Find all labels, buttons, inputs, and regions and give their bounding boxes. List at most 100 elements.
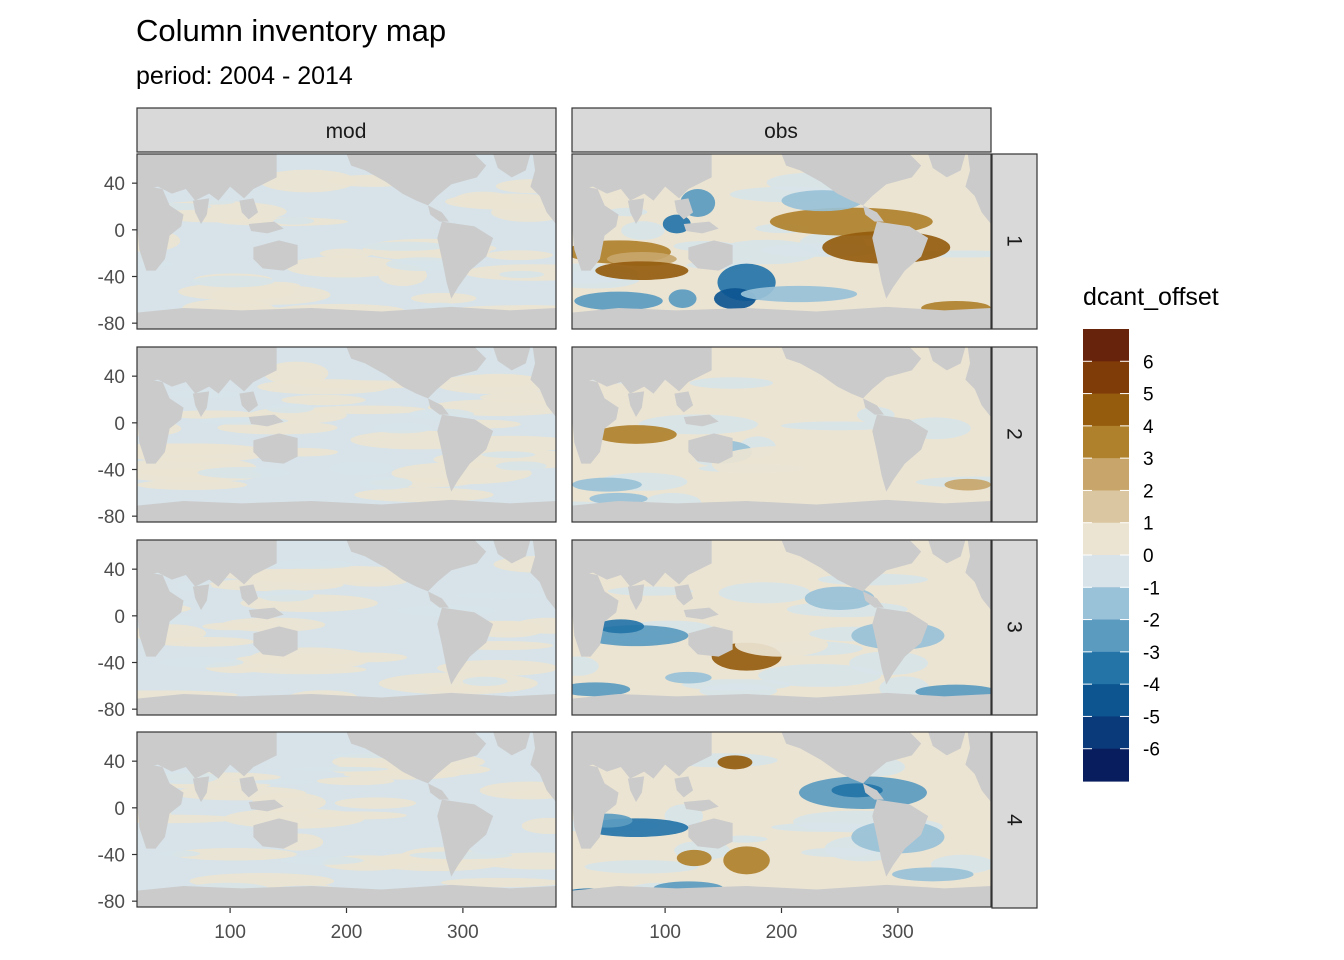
value-region bbox=[316, 776, 395, 786]
value-region bbox=[521, 817, 556, 834]
facet-row-strip-1: 1 bbox=[991, 153, 1038, 330]
chart-subtitle: period: 2004 - 2014 bbox=[136, 62, 353, 90]
legend-color-12 bbox=[1083, 716, 1129, 750]
value-region bbox=[621, 221, 665, 240]
value-region bbox=[159, 656, 244, 668]
legend-label: -4 bbox=[1143, 675, 1160, 696]
value-region bbox=[595, 425, 677, 444]
facet-row-label-3: 3 bbox=[1003, 621, 1026, 633]
legend-color-5 bbox=[1083, 490, 1129, 524]
value-region bbox=[197, 466, 291, 479]
legend-color-7 bbox=[1083, 555, 1129, 588]
facet-row-label-4: 4 bbox=[1003, 814, 1026, 826]
value-region bbox=[360, 241, 448, 251]
value-region bbox=[303, 811, 407, 820]
value-region bbox=[804, 586, 875, 610]
value-region bbox=[481, 451, 536, 459]
chart-title: Column inventory map bbox=[136, 13, 446, 48]
map-panel-mod-3 bbox=[136, 539, 557, 716]
value-region bbox=[329, 461, 394, 476]
y-tick-label: 0 bbox=[114, 414, 125, 435]
value-region bbox=[454, 592, 548, 599]
value-region bbox=[165, 410, 257, 419]
facet-column-strip-mod: mod bbox=[136, 107, 557, 153]
value-region bbox=[354, 487, 494, 503]
y-tick-label: 0 bbox=[114, 221, 125, 242]
value-region bbox=[266, 560, 355, 569]
x-tick-label: 300 bbox=[447, 922, 479, 943]
value-region bbox=[250, 779, 314, 785]
value-region bbox=[281, 394, 366, 406]
value-region bbox=[372, 422, 433, 434]
y-tick-label: 0 bbox=[114, 799, 125, 820]
value-region bbox=[495, 461, 547, 471]
y-tick-label: -80 bbox=[98, 892, 125, 913]
value-region bbox=[595, 261, 689, 280]
panel-border bbox=[571, 731, 992, 908]
x-tick-label: 200 bbox=[766, 922, 798, 943]
legend-label: 6 bbox=[1143, 352, 1154, 373]
value-region bbox=[172, 786, 307, 801]
value-region bbox=[892, 867, 974, 882]
legend-color-11 bbox=[1083, 684, 1129, 718]
value-region bbox=[178, 282, 295, 301]
value-region bbox=[682, 679, 792, 691]
value-region bbox=[572, 656, 599, 676]
value-region bbox=[436, 659, 556, 676]
legend-color-2 bbox=[1083, 393, 1129, 427]
legend-color-3 bbox=[1083, 425, 1129, 459]
y-tick-label: 40 bbox=[104, 367, 125, 388]
panel-border bbox=[136, 153, 557, 330]
value-region bbox=[386, 257, 459, 272]
value-region bbox=[491, 202, 556, 222]
map-panel-obs-4 bbox=[571, 731, 992, 908]
panel-border bbox=[571, 153, 992, 330]
panel-border bbox=[571, 346, 992, 523]
legend-color-6 bbox=[1083, 522, 1129, 556]
facet-column-label-obs: obs bbox=[764, 120, 798, 143]
legend-color-9 bbox=[1083, 619, 1129, 653]
value-region bbox=[285, 256, 406, 278]
facet-column-strip-obs: obs bbox=[571, 107, 992, 153]
y-tick-label: -80 bbox=[98, 700, 125, 721]
value-region bbox=[572, 477, 642, 492]
value-region bbox=[151, 636, 255, 647]
facet-column-label-mod: mod bbox=[326, 120, 367, 143]
value-region bbox=[662, 214, 691, 234]
map-panel-obs-1 bbox=[571, 153, 992, 330]
value-region bbox=[944, 478, 991, 491]
value-region bbox=[485, 250, 553, 261]
panel-border bbox=[136, 539, 557, 716]
x-tick-label: 200 bbox=[331, 922, 363, 943]
y-tick-label: 40 bbox=[104, 174, 125, 195]
legend-color-1 bbox=[1083, 361, 1129, 395]
y-tick-label: -80 bbox=[98, 507, 125, 528]
value-region bbox=[319, 248, 373, 259]
y-tick-label: -40 bbox=[98, 268, 125, 289]
legend-label: 0 bbox=[1143, 546, 1154, 567]
x-tick-label: 100 bbox=[649, 922, 681, 943]
value-region bbox=[280, 856, 364, 865]
value-region bbox=[221, 617, 326, 632]
legend-label: 1 bbox=[1143, 514, 1154, 535]
value-region bbox=[717, 755, 753, 770]
value-region bbox=[574, 291, 663, 311]
value-region bbox=[137, 443, 251, 456]
facet-row-label-1: 1 bbox=[1003, 235, 1026, 247]
map-panel-mod-4 bbox=[136, 731, 557, 908]
value-region bbox=[137, 479, 248, 491]
value-region bbox=[780, 421, 895, 431]
legend-label: 2 bbox=[1143, 481, 1154, 502]
value-region bbox=[479, 781, 556, 800]
value-region bbox=[734, 633, 829, 657]
legend-label: -3 bbox=[1143, 643, 1160, 664]
y-tick-label: 40 bbox=[104, 560, 125, 581]
legend-color-4 bbox=[1083, 458, 1129, 492]
legend-label: 5 bbox=[1143, 385, 1154, 406]
value-region bbox=[273, 217, 315, 225]
value-region bbox=[240, 568, 403, 584]
x-tick-label: 300 bbox=[882, 922, 914, 943]
legend-label: 3 bbox=[1143, 449, 1154, 470]
value-region bbox=[334, 797, 417, 809]
